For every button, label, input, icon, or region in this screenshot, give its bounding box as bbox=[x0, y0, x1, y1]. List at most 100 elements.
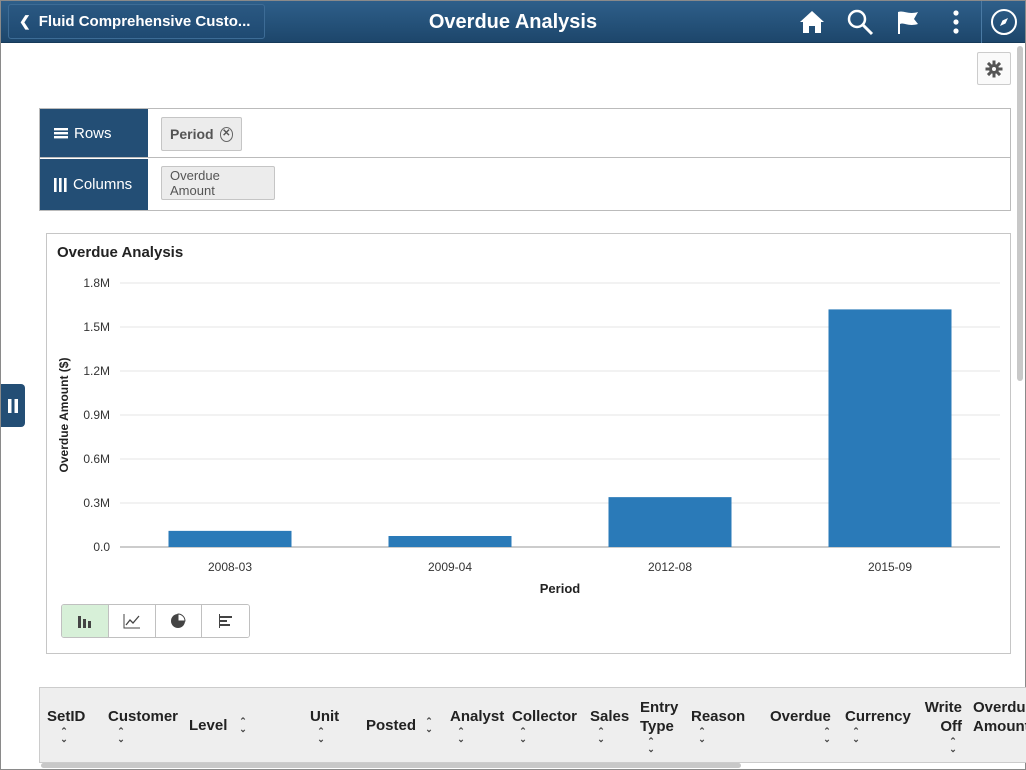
grid-column-customer[interactable]: Customer ⌃ ⌄ bbox=[108, 688, 188, 762]
sort-chevron-icon[interactable]: ⌃ ⌄ bbox=[239, 716, 247, 734]
flag-icon[interactable] bbox=[894, 8, 922, 36]
bar-2015-09 bbox=[828, 309, 952, 547]
grid-column-label: SetID bbox=[47, 708, 86, 725]
x-axis-title: Period bbox=[540, 581, 581, 596]
sort-chevron-icon[interactable]: ⌃ ⌄ bbox=[823, 726, 831, 744]
columns-label: Columns bbox=[40, 159, 148, 210]
horizontal-bar-icon bbox=[218, 614, 232, 628]
navbar-compass-icon bbox=[991, 9, 1017, 35]
sort-chevron-icon[interactable]: ⌃ ⌄ bbox=[949, 736, 957, 754]
y-tick-label: 0.3M bbox=[83, 496, 110, 510]
line-chart-button[interactable] bbox=[108, 605, 156, 637]
sort-chevron-icon[interactable]: ⌃ ⌄ bbox=[457, 726, 465, 744]
grid-column-overdue-amount[interactable]: Overdue Amount bbox=[973, 688, 1026, 762]
grid-column-label: Overdue Amount bbox=[973, 699, 1026, 735]
settings-button[interactable] bbox=[977, 52, 1011, 85]
sort-chevron-icon[interactable]: ⌃ ⌄ bbox=[597, 726, 605, 744]
side-panel-toggle[interactable] bbox=[1, 384, 25, 427]
grid-column-write-off[interactable]: Write Off ⌃ ⌄ bbox=[922, 688, 1002, 762]
grid-column-setid[interactable]: SetID ⌃ ⌄ bbox=[47, 688, 127, 762]
grid-column-label: Posted bbox=[366, 717, 417, 734]
search-icon[interactable] bbox=[846, 8, 874, 36]
bar-chart-button[interactable] bbox=[62, 605, 109, 637]
grid-column-posted[interactable]: Posted ⌃ ⌄ bbox=[366, 688, 446, 762]
y-tick-label: 1.5M bbox=[83, 320, 110, 334]
grid-header-row: SetID ⌃ ⌄ Customer ⌃ ⌄ Level ⌃ ⌄ Unit ⌃ ⌄ Posted ⌃ ⌄ An… bbox=[39, 687, 1026, 763]
chart-type-selector bbox=[61, 604, 250, 638]
grid-column-label: Unit bbox=[310, 708, 340, 725]
chart-panel: Overdue Analysis 0.0 0.3M 0.6M 0.9M 1.2M 1.5M… bbox=[46, 233, 1011, 654]
grid-column-overdue[interactable]: Overdue ⌃ ⌄ bbox=[770, 688, 850, 762]
sort-chevron-icon[interactable]: ⌃ ⌄ bbox=[647, 736, 655, 754]
x-tick-label: 2008-03 bbox=[208, 560, 252, 574]
grid-column-currency[interactable]: Currency ⌃ ⌄ bbox=[845, 688, 925, 762]
bar-2008-03 bbox=[168, 530, 292, 547]
grid-column-reason[interactable]: Reason ⌃ ⌄ bbox=[691, 688, 771, 762]
sort-chevron-icon[interactable]: ⌃ ⌄ bbox=[852, 726, 860, 744]
y-tick-label: 0.0 bbox=[93, 540, 110, 554]
grid-column-collector[interactable]: Collector ⌃ ⌄ bbox=[512, 688, 592, 762]
grid-column-label: Collector bbox=[512, 708, 578, 725]
home-icon[interactable] bbox=[798, 8, 826, 36]
rows-icon bbox=[54, 128, 68, 139]
overdue-amount-chip-label: Overdue Amount bbox=[170, 168, 220, 198]
sort-chevron-icon[interactable]: ⌃ ⌄ bbox=[698, 726, 706, 744]
y-tick-label: 0.6M bbox=[83, 452, 110, 466]
more-vertical-icon[interactable] bbox=[942, 8, 970, 36]
rows-drop-zone[interactable]: Rows Period ✕ bbox=[40, 109, 1010, 158]
horizontal-bar-button[interactable] bbox=[202, 605, 249, 637]
sort-chevron-icon[interactable]: ⌃ ⌄ bbox=[519, 726, 527, 744]
gear-icon bbox=[985, 60, 1003, 77]
pie-chart-button[interactable] bbox=[155, 605, 203, 637]
sort-chevron-icon[interactable]: ⌃ ⌄ bbox=[60, 726, 68, 744]
bar-2012-08 bbox=[608, 497, 732, 547]
navbar-button[interactable] bbox=[981, 1, 1025, 43]
x-tick-label: 2012-08 bbox=[648, 560, 692, 574]
bar-2009-04 bbox=[388, 536, 512, 547]
grid-column-label: Analyst bbox=[450, 708, 505, 725]
grid-column-label: Customer bbox=[108, 708, 179, 725]
chevron-left-icon: ❮ bbox=[19, 13, 31, 29]
chart-title: Overdue Analysis bbox=[57, 244, 184, 261]
back-button-label: Fluid Comprehensive Custo... bbox=[38, 13, 251, 30]
rows-label: Rows bbox=[40, 109, 148, 157]
sort-chevron-icon[interactable]: ⌃ ⌄ bbox=[425, 716, 433, 734]
period-chip[interactable]: Period ✕ bbox=[161, 117, 242, 151]
grid-column-label: Write Off bbox=[924, 699, 962, 735]
horizontal-scrollbar[interactable] bbox=[41, 763, 741, 768]
x-tick-label: 2009-04 bbox=[428, 560, 472, 574]
sort-chevron-icon[interactable]: ⌃ ⌄ bbox=[317, 726, 325, 744]
grid-column-level[interactable]: Level ⌃ ⌄ bbox=[189, 688, 269, 762]
remove-circle-icon[interactable]: ✕ bbox=[219, 126, 233, 142]
grid-column-label: Reason bbox=[691, 708, 746, 725]
grid-column-sales[interactable]: Sales ⌃ ⌄ bbox=[590, 688, 670, 762]
grid-column-label: Entry Type bbox=[640, 699, 679, 735]
app-header: ❮ Fluid Comprehensive Custo... Overdue A… bbox=[1, 1, 1025, 43]
grid-column-entry-type[interactable]: Entry Type ⌃ ⌄ bbox=[640, 688, 720, 762]
grid-column-unit[interactable]: Unit ⌃ ⌄ bbox=[310, 688, 390, 762]
grid-column-label: Overdue bbox=[770, 708, 831, 725]
y-tick-label: 0.9M bbox=[83, 408, 110, 422]
overdue-amount-chip[interactable]: Overdue Amount bbox=[161, 166, 275, 200]
y-axis-title: Overdue Amount ($) bbox=[57, 358, 71, 473]
grid-column-analyst[interactable]: Analyst ⌃ ⌄ bbox=[450, 688, 530, 762]
columns-drop-zone[interactable]: Columns Overdue Amount bbox=[40, 159, 1010, 210]
line-chart-icon bbox=[123, 614, 140, 629]
back-button[interactable]: ❮ Fluid Comprehensive Custo... bbox=[8, 4, 265, 39]
page-title: Overdue Analysis bbox=[428, 11, 598, 33]
rows-label-text: Rows bbox=[74, 124, 112, 142]
grid-column-label: Sales bbox=[590, 708, 630, 725]
y-tick-label: 1.8M bbox=[83, 276, 110, 290]
pivot-fields-panel: Rows Period ✕ Columns Overdue Amount bbox=[39, 108, 1011, 211]
vertical-scrollbar[interactable] bbox=[1017, 46, 1023, 381]
x-tick-label: 2015-09 bbox=[868, 560, 912, 574]
grid-column-label: Currency bbox=[845, 708, 911, 725]
y-tick-label: 1.2M bbox=[83, 364, 110, 378]
columns-label-text: Columns bbox=[73, 176, 133, 193]
columns-icon bbox=[54, 177, 67, 192]
pause-bars-icon bbox=[8, 398, 18, 413]
bar-chart-icon bbox=[77, 616, 91, 628]
period-chip-label: Period bbox=[170, 126, 214, 142]
pie-chart-icon bbox=[171, 613, 186, 628]
sort-chevron-icon[interactable]: ⌃ ⌄ bbox=[117, 726, 125, 744]
